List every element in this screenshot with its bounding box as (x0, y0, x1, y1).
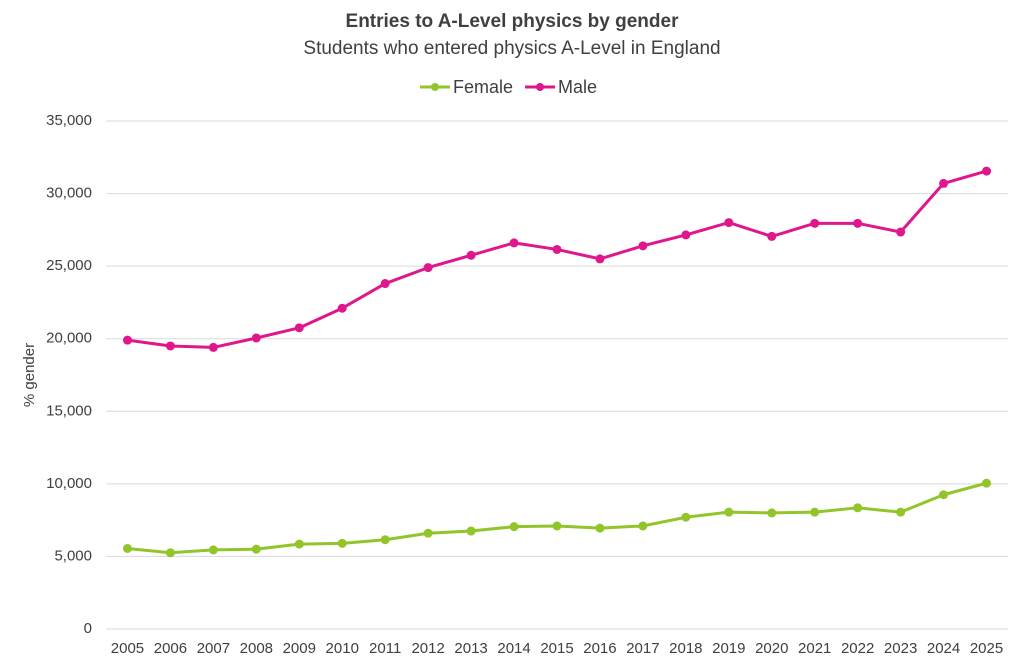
x-tick-label: 2019 (712, 640, 745, 657)
x-tick-label: 2023 (884, 640, 917, 657)
data-point (337, 538, 347, 548)
series-line (127, 481, 987, 555)
data-point (982, 166, 992, 176)
data-point (853, 503, 863, 513)
data-point (767, 508, 777, 518)
y-tick-label: 25,000 (46, 257, 92, 274)
data-point (638, 521, 648, 531)
x-tick-label: 2018 (669, 640, 702, 657)
data-point (509, 238, 519, 248)
data-point (423, 528, 433, 538)
y-tick-label: 20,000 (46, 330, 92, 347)
x-tick-label: 2012 (411, 640, 444, 657)
x-tick-label: 2006 (154, 640, 187, 657)
legend-marker (536, 83, 545, 91)
data-point (552, 244, 562, 254)
data-point (466, 250, 476, 260)
data-point (810, 507, 820, 517)
legend-label: Male (558, 77, 597, 97)
data-point (380, 535, 390, 545)
x-tick-label: 2024 (927, 640, 960, 657)
y-tick-label: 15,000 (46, 402, 92, 419)
data-point (982, 478, 992, 488)
data-point (466, 526, 476, 536)
x-tick-label: 2021 (798, 640, 831, 657)
y-tick-label: 10,000 (46, 475, 92, 492)
y-tick-label: 30,000 (46, 185, 92, 202)
data-point (165, 341, 175, 351)
data-point (251, 333, 261, 343)
y-tick-label: 35,000 (46, 112, 92, 129)
data-point (896, 507, 906, 517)
x-tick-label: 2014 (497, 640, 530, 657)
data-point (595, 254, 605, 264)
data-point (165, 548, 175, 558)
data-point (122, 543, 132, 553)
data-point (337, 303, 347, 313)
data-point (638, 241, 648, 251)
legend-marker (431, 83, 439, 91)
data-point (122, 335, 132, 345)
chart-subtitle: Students who entered physics A-Level in … (303, 38, 720, 59)
y-tick-label: 0 (84, 620, 92, 637)
data-point (896, 227, 906, 237)
data-point (939, 178, 949, 188)
x-tick-label: 2025 (970, 640, 1003, 657)
y-tick-label: 5,000 (54, 547, 92, 564)
data-point (294, 539, 304, 549)
chart-title: Entries to A-Level physics by gender (346, 11, 680, 32)
x-tick-label: 2015 (540, 640, 573, 657)
data-point (681, 230, 691, 240)
data-point (767, 231, 777, 241)
x-tick-label: 2007 (197, 640, 230, 657)
data-point (552, 521, 562, 531)
y-axis-label: % gender (21, 343, 38, 407)
data-point (810, 218, 820, 228)
data-point (294, 323, 304, 333)
series-line (127, 169, 987, 349)
x-tick-label: 2013 (454, 640, 487, 657)
x-tick-label: 2016 (583, 640, 616, 657)
data-point (724, 507, 734, 517)
data-point (208, 545, 218, 555)
x-tick-label: 2011 (369, 640, 401, 657)
x-tick-label: 2022 (841, 640, 874, 657)
data-point (423, 263, 433, 273)
data-point (595, 523, 605, 533)
data-point (939, 490, 949, 500)
x-tick-label: 2017 (626, 640, 659, 657)
x-tick-label: 2005 (111, 640, 144, 657)
x-tick-label: 2009 (283, 640, 316, 657)
data-point (853, 218, 863, 228)
x-tick-label: 2010 (326, 640, 359, 657)
x-tick-label: 2020 (755, 640, 788, 657)
data-point (724, 218, 734, 228)
legend-label: Female (453, 77, 513, 97)
data-point (380, 279, 390, 289)
data-point (681, 512, 691, 522)
data-point (208, 342, 218, 352)
x-tick-label: 2008 (240, 640, 273, 657)
data-point (509, 522, 519, 532)
data-point (251, 544, 261, 554)
